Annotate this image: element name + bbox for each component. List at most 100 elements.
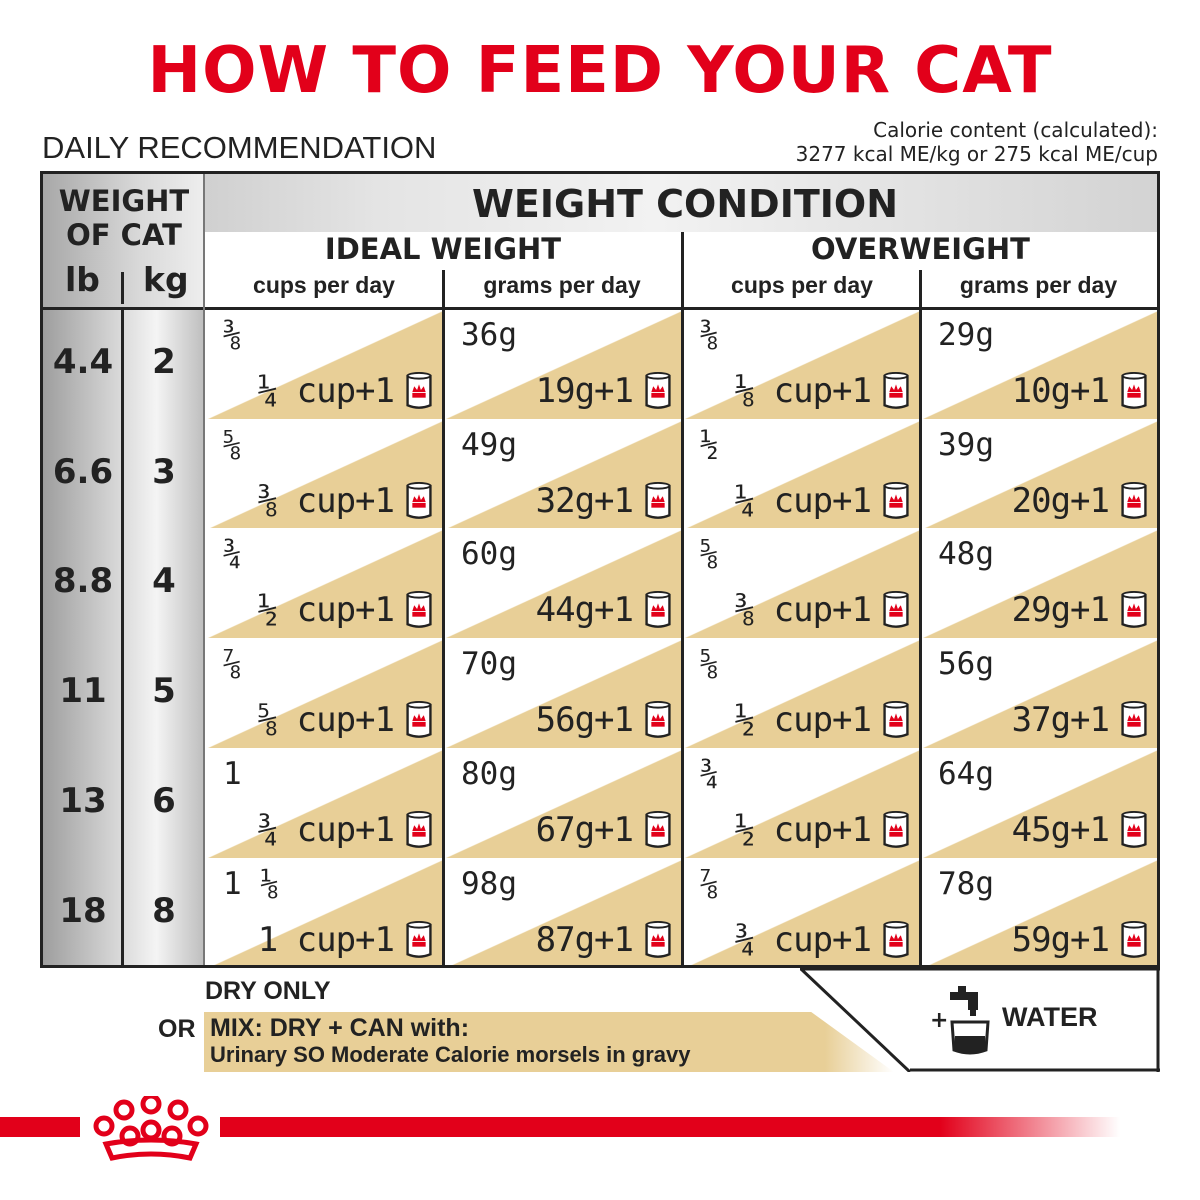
feeding-cell-over-grams: 56g 37g+1 (922, 640, 1157, 748)
mix-amount: ⅜ cup+1 (734, 590, 872, 630)
overweight-label: OVERWEIGHT (811, 232, 1030, 266)
dry-only-amount: 49g (461, 427, 517, 463)
can-icon (406, 810, 432, 848)
dry-only-amount: ¾ (223, 536, 242, 572)
mix-amount: ½ cup+1 (257, 590, 395, 630)
mix-amount: 37g+1 (1011, 700, 1110, 740)
dry-only-amount: ⅝ (700, 536, 719, 572)
mix-amount: 44g+1 (535, 590, 634, 630)
feeding-cell-ideal-grams: 60g 44g+1 (445, 530, 681, 638)
mix-amount: ½ cup+1 (734, 810, 872, 850)
feeding-cell-over-grams: 29g 10g+1 (922, 311, 1157, 419)
weight-lb-cell: 11 (59, 671, 107, 711)
weight-kg-cell: 8 (152, 891, 176, 931)
feeding-cell-ideal-grams: 80g 67g+1 (445, 750, 681, 858)
water-label: WATER (1002, 1002, 1098, 1032)
lb-kg-divider (121, 310, 124, 965)
dry-only-amount: ½ (700, 427, 719, 463)
can-icon (406, 481, 432, 519)
feeding-cell-over-grams: 78g 59g+1 (922, 860, 1157, 965)
can-icon (1121, 920, 1147, 958)
over-sub-divider (919, 270, 922, 965)
daily-recommendation-label: DAILY RECOMMENDATION (42, 130, 437, 165)
plus-sign: + (930, 1008, 949, 1033)
unit-separator (121, 272, 124, 304)
mix-label: MIX: DRY + CAN with: (210, 1014, 470, 1042)
dry-only-amount: 39g (938, 427, 994, 463)
dry-only-amount: 1 ⅛ (223, 866, 279, 902)
ideal-cups-header: cups per day (253, 272, 395, 298)
can-icon (645, 700, 671, 738)
can-icon (883, 590, 909, 628)
brand-bar-left (0, 1117, 80, 1137)
feeding-cell-over-grams: 39g 20g+1 (922, 421, 1157, 529)
can-icon (406, 590, 432, 628)
can-icon (406, 920, 432, 958)
feeding-cell-over-cups: ⅞ ¾ cup+1 (684, 860, 919, 965)
can-icon (883, 371, 909, 409)
can-icon (1121, 590, 1147, 628)
condition-divider (681, 232, 684, 965)
can-icon (1121, 700, 1147, 738)
water-tap-icon (950, 986, 990, 1055)
ideal-weight-label: IDEAL WEIGHT (324, 232, 562, 266)
mix-amount: 20g+1 (1011, 481, 1110, 521)
feeding-cell-ideal-cups: ⅜ ¼ cup+1 (207, 311, 442, 419)
dry-only-amount: ¾ (700, 756, 719, 792)
over-grams-header: grams per day (959, 272, 1118, 298)
mix-product-label: Urinary SO Moderate Calorie morsels in g… (210, 1042, 691, 1067)
dry-only-amount: 78g (938, 866, 994, 902)
weight-kg-cell: 6 (152, 781, 176, 821)
dry-only-amount: ⅝ (223, 427, 242, 463)
weight-lb-cell: 13 (59, 781, 107, 821)
weight-lb-cell: 8.8 (52, 561, 114, 601)
mix-amount: ⅛ cup+1 (734, 371, 872, 411)
ideal-grams-header: grams per day (483, 272, 641, 298)
weight-of-cat-label: WEIGHT OF CAT (43, 184, 205, 252)
feeding-cell-over-grams: 48g 29g+1 (922, 530, 1157, 638)
weight-kg-cell: 4 (152, 561, 176, 601)
weight-column (43, 310, 205, 965)
feeding-cell-ideal-cups: ⅞ ⅝ cup+1 (207, 640, 442, 748)
weight-kg-cell: 3 (152, 452, 176, 492)
feeding-table: WEIGHT CONDITION WEIGHT OF CAT lb kg IDE… (40, 171, 1160, 968)
weight-kg-cell: 2 (152, 342, 176, 382)
feeding-cell-over-cups: ½ ¼ cup+1 (684, 421, 919, 529)
feeding-cell-ideal-grams: 70g 56g+1 (445, 640, 681, 748)
dry-only-amount: 60g (461, 536, 517, 572)
or-label: OR (158, 1015, 196, 1043)
feeding-cell-ideal-cups: ¾ ½ cup+1 (207, 530, 442, 638)
mix-amount: 1 cup+1 (257, 920, 395, 960)
brand-bar-right (220, 1117, 1120, 1137)
mix-amount: ½ cup+1 (734, 700, 872, 740)
can-icon (883, 920, 909, 958)
weight-lb-cell: 6.6 (52, 452, 114, 492)
over-cups-header: cups per day (731, 272, 873, 298)
dry-only-amount: 70g (461, 646, 517, 682)
can-icon (883, 481, 909, 519)
can-icon (1121, 810, 1147, 848)
royal-canin-crown-icon (93, 1096, 209, 1161)
mix-amount: ⅝ cup+1 (257, 700, 395, 740)
dry-only-amount: ⅝ (700, 646, 719, 682)
can-icon (1121, 371, 1147, 409)
can-icon (883, 700, 909, 738)
ideal-sub-divider (442, 270, 445, 965)
can-icon (645, 810, 671, 848)
dry-only-amount: 64g (938, 756, 994, 792)
weight-condition-band (43, 174, 1157, 232)
weight-of-cat-line-1: WEIGHT (58, 184, 190, 218)
dry-only-amount: ⅞ (223, 646, 242, 682)
weight-of-cat-line-2: OF CAT (66, 218, 182, 252)
calorie-line-1: Calorie content (calculated): (873, 118, 1158, 142)
dry-only-amount: ⅞ (700, 866, 719, 902)
mix-band (204, 1012, 894, 1072)
mix-amount: 67g+1 (535, 810, 634, 850)
dry-only-amount: 98g (461, 866, 517, 902)
dry-only-amount: 1 (223, 756, 242, 792)
page-title: HOW TO FEED YOUR CAT (147, 34, 1053, 108)
calorie-line-2: 3277 kcal ME/kg or 275 kcal ME/cup (795, 142, 1158, 166)
header-divider (43, 307, 1157, 310)
can-icon (406, 700, 432, 738)
